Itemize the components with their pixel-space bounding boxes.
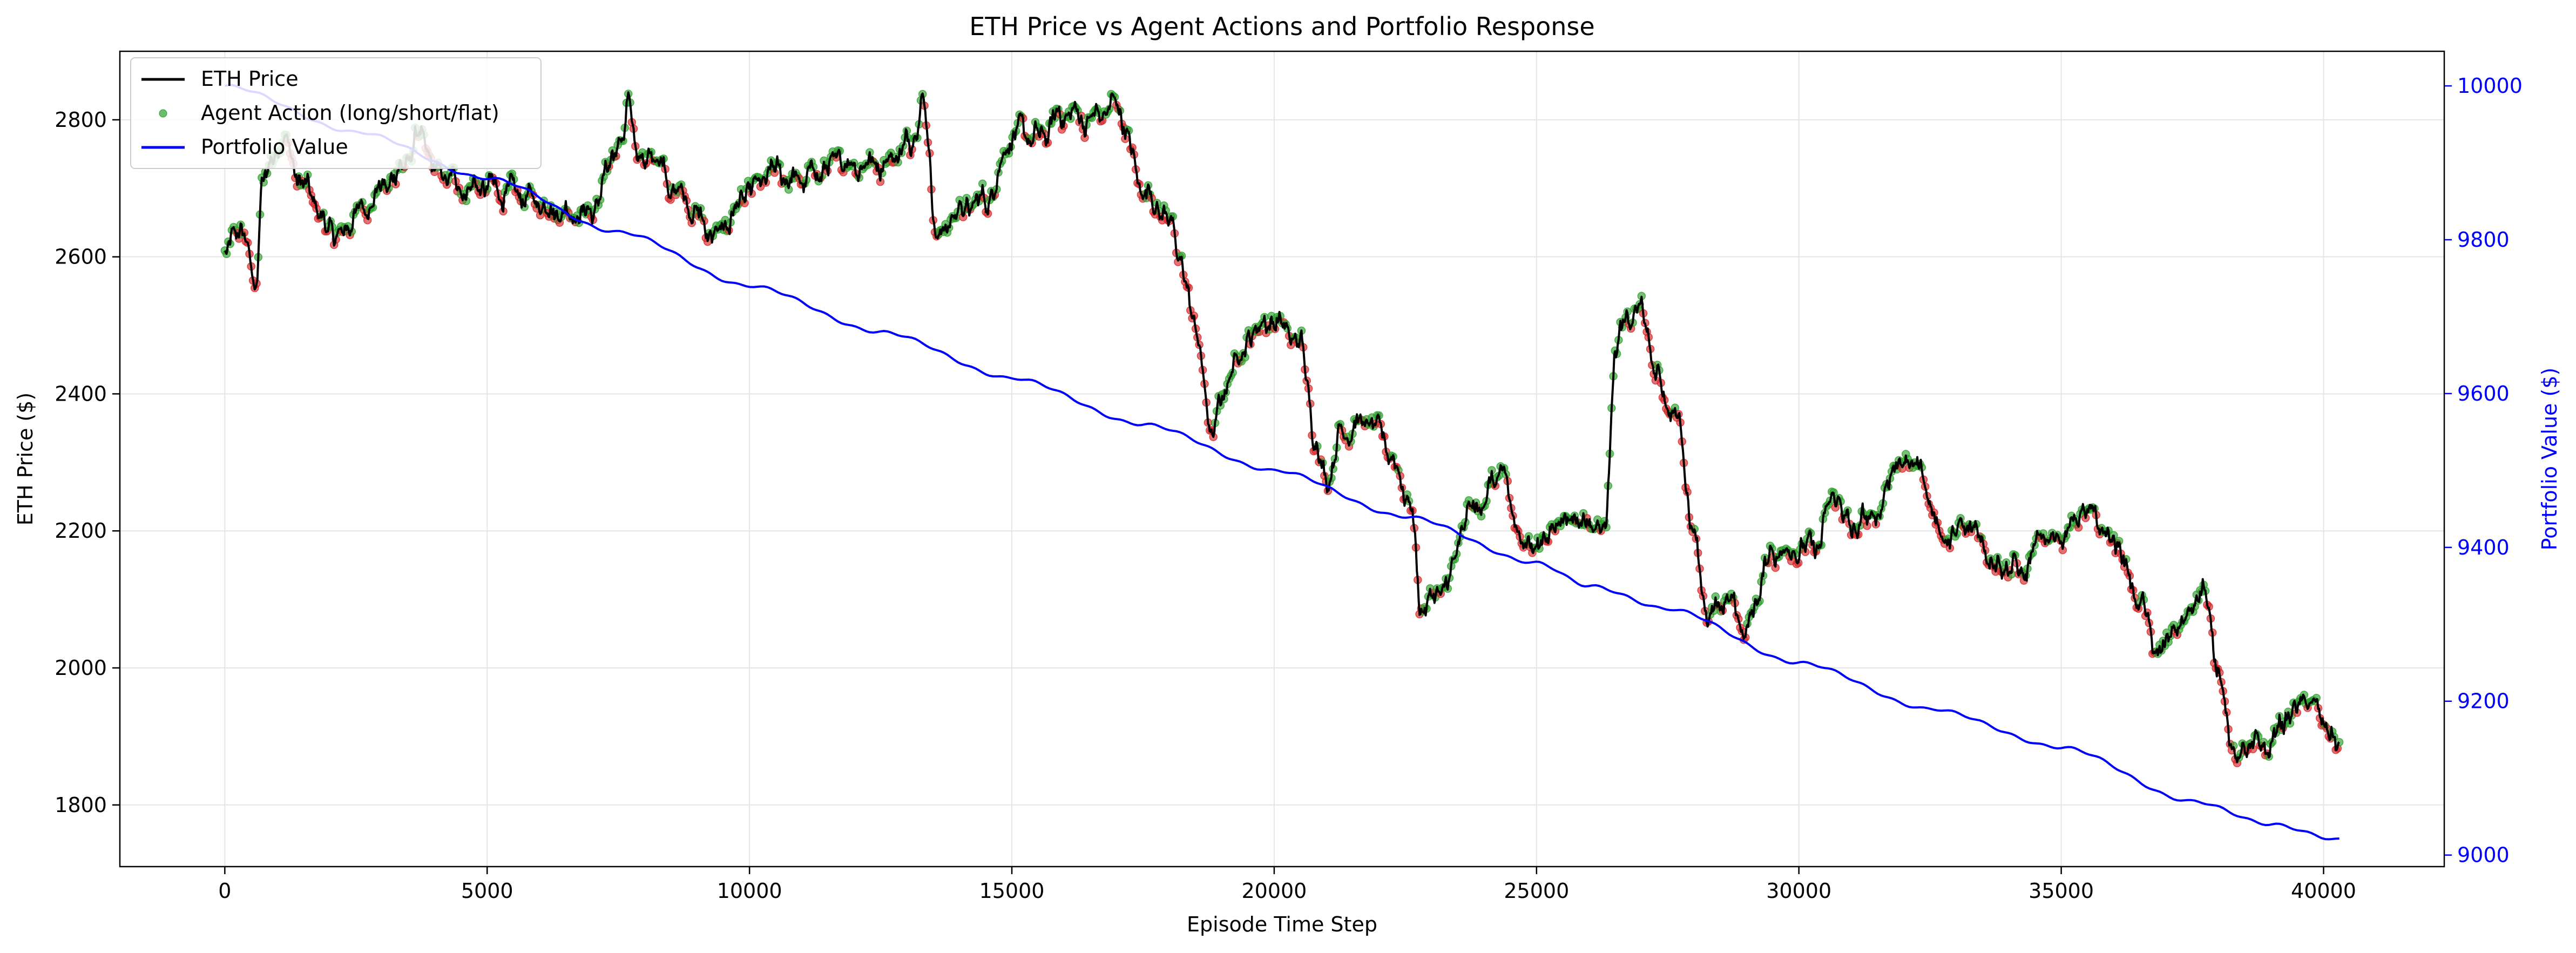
y-right-tick-label: 9200	[2457, 690, 2510, 713]
x-tick-label: 10000	[717, 879, 782, 903]
y-right-tick-label: 9000	[2457, 843, 2510, 867]
x-tick-label: 20000	[1241, 879, 1307, 903]
legend-swatch-agent-action	[159, 109, 167, 118]
y-tick-label: 2600	[55, 245, 107, 269]
y-tick-label: 2000	[55, 656, 107, 680]
x-tick-label: 30000	[1766, 879, 1831, 903]
legend-label-agent-action: Agent Action (long/short/flat)	[201, 101, 499, 125]
x-tick-label: 40000	[2291, 879, 2356, 903]
legend: ETH Price Agent Action (long/short/flat)…	[130, 57, 542, 169]
y-right-tick-label: 10000	[2457, 74, 2523, 98]
y-right-tick-label: 9600	[2457, 382, 2510, 405]
y-tick-label: 1800	[55, 793, 107, 817]
x-tick-label: 15000	[979, 879, 1045, 903]
y-right-tick-label: 9400	[2457, 536, 2510, 559]
x-axis-title: Episode Time Step	[1187, 913, 1377, 936]
y-tick-label: 2800	[55, 108, 107, 132]
legend-label-eth-price: ETH Price	[201, 67, 299, 91]
y-tick-label: 2400	[55, 382, 107, 405]
x-tick-label: 0	[218, 879, 231, 903]
y-axis-title-right: Portfolio Value ($)	[2538, 368, 2561, 551]
y-axis-title: ETH Price ($)	[13, 393, 37, 525]
x-tick-label: 5000	[461, 879, 513, 903]
chart-title: ETH Price vs Agent Actions and Portfolio…	[969, 12, 1594, 41]
legend-label-portfolio-value: Portfolio Value	[201, 135, 348, 159]
x-tick-label: 25000	[1504, 879, 1569, 903]
y-right-tick-label: 9800	[2457, 228, 2510, 252]
y-tick-label: 2200	[55, 519, 107, 543]
x-tick-label: 35000	[2029, 879, 2094, 903]
